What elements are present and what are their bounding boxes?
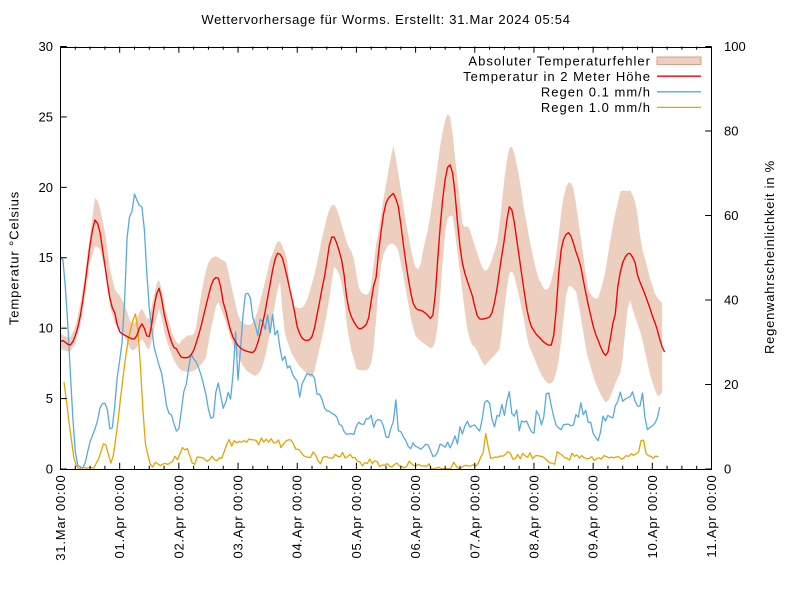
svg-text:0: 0 — [724, 462, 731, 477]
svg-text:20: 20 — [39, 180, 53, 195]
svg-text:Absoluter Temperaturfehler: Absoluter Temperaturfehler — [468, 54, 651, 69]
svg-text:40: 40 — [724, 293, 738, 308]
svg-text:08.Apr 00:00: 08.Apr 00:00 — [527, 475, 542, 559]
svg-text:15: 15 — [39, 250, 53, 265]
svg-text:25: 25 — [39, 109, 53, 124]
svg-text:Regen 0.1 mm/h: Regen 0.1 mm/h — [541, 85, 651, 100]
svg-text:100: 100 — [724, 39, 746, 54]
svg-text:Temperatur °Celsius: Temperatur °Celsius — [7, 191, 22, 325]
svg-text:07.Apr 00:00: 07.Apr 00:00 — [467, 475, 482, 559]
svg-text:Regenwahrscheinlichkeit in %: Regenwahrscheinlichkeit in % — [762, 160, 777, 354]
svg-text:80: 80 — [724, 124, 738, 139]
svg-text:Temperatur in 2 Meter Höhe: Temperatur in 2 Meter Höhe — [463, 69, 651, 84]
svg-text:5: 5 — [46, 391, 53, 406]
svg-text:31.Mar 00:00: 31.Mar 00:00 — [53, 475, 68, 561]
svg-text:06.Apr 00:00: 06.Apr 00:00 — [408, 475, 423, 559]
svg-text:Regen 1.0 mm/h: Regen 1.0 mm/h — [541, 100, 651, 115]
svg-text:05.Apr 00:00: 05.Apr 00:00 — [349, 475, 364, 559]
svg-text:30: 30 — [39, 39, 53, 54]
svg-text:04.Apr 00:00: 04.Apr 00:00 — [290, 475, 305, 559]
svg-text:11.Apr 00:00: 11.Apr 00:00 — [704, 475, 719, 558]
svg-text:0: 0 — [46, 462, 53, 477]
svg-text:03.Apr 00:00: 03.Apr 00:00 — [231, 475, 246, 559]
svg-text:02.Apr 00:00: 02.Apr 00:00 — [171, 475, 186, 559]
svg-text:10.Apr 00:00: 10.Apr 00:00 — [645, 475, 660, 559]
svg-text:10: 10 — [39, 321, 53, 336]
svg-text:20: 20 — [724, 377, 738, 392]
svg-text:01.Apr 00:00: 01.Apr 00:00 — [112, 475, 127, 559]
svg-text:Wettervorhersage für Worms. Er: Wettervorhersage für Worms. Erstellt: 31… — [201, 12, 570, 27]
svg-text:60: 60 — [724, 208, 738, 223]
svg-text:09.Apr 00:00: 09.Apr 00:00 — [586, 475, 601, 559]
